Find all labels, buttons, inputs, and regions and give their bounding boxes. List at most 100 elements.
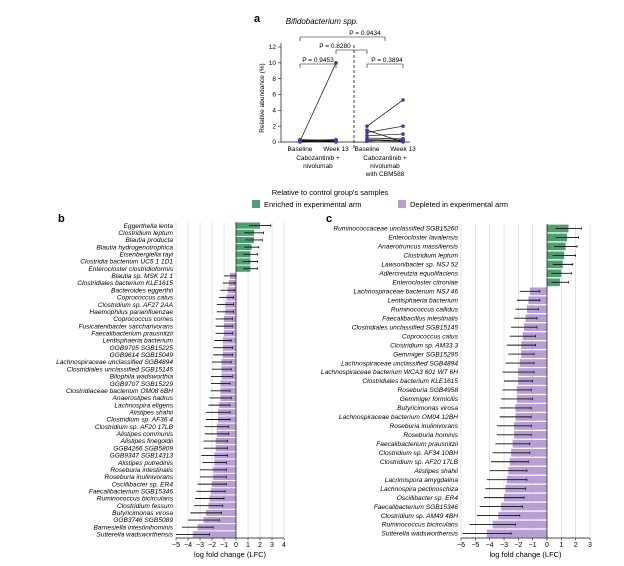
panel-b-category-label: Lachnospiraceae unclassified SGB4894 (56, 359, 173, 366)
panel-c-bar (508, 466, 547, 475)
legend-enriched: Enriched in experimental arm (264, 200, 362, 209)
panel-c-category-label: Faecalibacterium SGB15346 (374, 504, 459, 511)
panel-c-xtick-label: −5 (471, 542, 479, 549)
panel-b-category-label: Haemophilus parainfluenzae (89, 309, 173, 316)
a-point-baseline (365, 139, 369, 144)
a-ytick-label: 4 (272, 108, 276, 115)
panel-c-category-label: Roseburia hominis (403, 432, 458, 439)
panel-b-category-label: Roseburia inulinivorans (104, 474, 173, 481)
panel-c-xtick-label: −1 (529, 542, 537, 549)
panel-b-category-label: Coprococcus comes (113, 316, 173, 323)
a-pair-line (299, 140, 337, 143)
panel-b-xtick-label: 3 (270, 542, 274, 549)
panel-a: a Bifidobacterium spp. Relative abundanc… (254, 13, 416, 178)
group-label-2-line: nivolumab (370, 163, 400, 170)
panel-c-category-label: Lacrimispora amygdalina (385, 477, 459, 484)
panel-b-xtick-label: −3 (196, 542, 204, 549)
panel-c-category-label: Anaerotruncus massiliensis (377, 244, 459, 251)
panel-c-category-label: Butyricimonas virosa (397, 405, 458, 412)
a-point-baseline (298, 139, 302, 144)
panel-b-category-label: Clostridiaceae bacterium OM08 6BH (66, 388, 173, 395)
a-pair-line (366, 137, 404, 140)
panel-b-category-label: GGB9705 SGB15225 (110, 345, 174, 352)
a-ytick-label: 12 (269, 44, 277, 51)
panel-c-bar (486, 529, 547, 538)
panel-c-bar (504, 493, 547, 502)
panel-c-category-label: Clostridium sp. AM49 4BH (381, 513, 458, 520)
panel-c-category-label: Lachnospira pectinoschiza (380, 486, 458, 493)
panel-c-xtick-label: −4 (486, 542, 494, 549)
panel-b-xtick-label: 1 (246, 542, 250, 549)
a-point-week13 (401, 132, 405, 136)
panel-b-bar (203, 516, 236, 524)
legend-title: Relative to control group's samples (272, 188, 389, 197)
panel-c-category-label: Lachnospiraceae unclassified SGB4894 (341, 360, 458, 367)
panel-c-category-label: Ruminococcaceae unclassified SGB15260 (333, 226, 458, 233)
panel-b-category-label: GGB3746 SGB5089 (113, 517, 173, 524)
panel-b-category-label: Ruminococcus bicirculans (97, 496, 174, 503)
xlabel-week13-1: Week 13 (323, 146, 349, 153)
panel-b-category-label: Fusicatenibacter saccharivorans (78, 323, 173, 330)
panel-b-xtick-label: −2 (208, 542, 216, 549)
panel-b-category-label: Alistipes putredinis (117, 460, 174, 467)
group-label-1: Cabozantinib + nivolumab (296, 155, 340, 170)
panel-b-category-label: Faecalibacterium prausnitzii (91, 331, 173, 338)
group-label-2-line: with CBM588 (365, 171, 405, 178)
a-point-week13 (401, 124, 405, 128)
a-ytick-label: 6 (272, 92, 276, 99)
pvalue-top: P = 0.9434 (349, 30, 381, 37)
panel-c-category-label: Ruminococcus callidus (391, 306, 459, 313)
a-ytick-label: 10 (269, 60, 277, 67)
panel-b-category-label: Lentisphaeria bacterium (103, 338, 174, 345)
legend: Relative to control group's samples Enri… (252, 188, 508, 209)
panel-b-category-label: Anaerostipes hadrus (112, 395, 174, 402)
panel-c-category-label: Gemmiger formicilis (400, 396, 459, 403)
panel-b-xtick-label: −4 (184, 542, 192, 549)
panel-c-category-label: Roseburia SGB4958 (398, 387, 459, 394)
panel-b-xtick-label: 2 (258, 542, 262, 549)
a-pair-line (366, 129, 404, 143)
a-ytick-label: 8 (272, 76, 276, 83)
panel-b-xtick-label: 0 (234, 542, 238, 549)
panel-b-category-label: Blautia producta (125, 237, 173, 244)
legend-swatch-enriched (252, 200, 260, 208)
panel-b-xtick-label: −1 (220, 542, 228, 549)
panel-b-category-label: Eggerthella lenta (124, 223, 174, 230)
panel-c-category-label: Lachnospiraceae bacterium OM04 12BH (339, 414, 458, 421)
panel-c-category-label: Gemmiger SGB15295 (393, 351, 458, 358)
panel-b-category-label: Bilophila wadsworthia (110, 374, 174, 381)
panel-b-category-label: Blautia hydrogenotrophica (96, 244, 173, 251)
panel-c-xtick-label: −6 (457, 542, 465, 549)
panel-c-category-label: Lachnospiraceae bacterium WCA3 601 WT 6H (321, 369, 458, 376)
xlabel-baseline-1: Baseline (288, 146, 313, 153)
panel-c-bar (498, 511, 547, 520)
panel-b-category-label: Clostridiales bacterium KLE1615 (77, 280, 173, 287)
panel-c-xtick-label: 1 (559, 542, 563, 549)
panel-c-category-label: Clostridium sp. AF34 10BH (379, 450, 459, 457)
panel-c-category-label: Clostridiales bacterium KLE1615 (362, 378, 458, 385)
a-point-week13 (334, 61, 338, 65)
panel-c-bar (492, 520, 547, 529)
panel-b-category-label: Alistipes finegoldii (120, 438, 174, 445)
panel-b-category-label: GGB9707 SGB15229 (110, 381, 174, 388)
legend-swatch-depleted (398, 200, 406, 208)
panel-c-category-label: Clostridium leptum (403, 253, 458, 260)
panel-b-xtick-label: 4 (282, 542, 286, 549)
panel-c-category-label: Enterocloster lavalensis (388, 235, 458, 242)
a-ytick-label: 0 (272, 139, 276, 146)
panel-c-category-label: Roseburia inulinivorans (389, 423, 458, 430)
panel-c-bar (505, 484, 547, 493)
a-point-baseline (365, 124, 369, 128)
pvalue-mid: P = 0.8280 (319, 43, 351, 50)
panel-b-bar (236, 222, 260, 229)
panel-b-category-label: Alistipes shahii (128, 410, 173, 417)
panel-c-bar (516, 386, 547, 394)
panel-c-category-label: Clostridium sp. AF20 17LB (380, 459, 459, 466)
panel-b-category-label: Clostridium sp. AF27 2AA (98, 302, 174, 309)
xlabel-baseline-2: Baseline (355, 146, 380, 153)
panel-b-category-label: Blautia sp. MSK 21 1 (111, 273, 173, 280)
a-pair-line (366, 133, 404, 137)
panel-b-bar (236, 244, 252, 251)
xlabel-week13-2: Week 13 (390, 146, 416, 153)
